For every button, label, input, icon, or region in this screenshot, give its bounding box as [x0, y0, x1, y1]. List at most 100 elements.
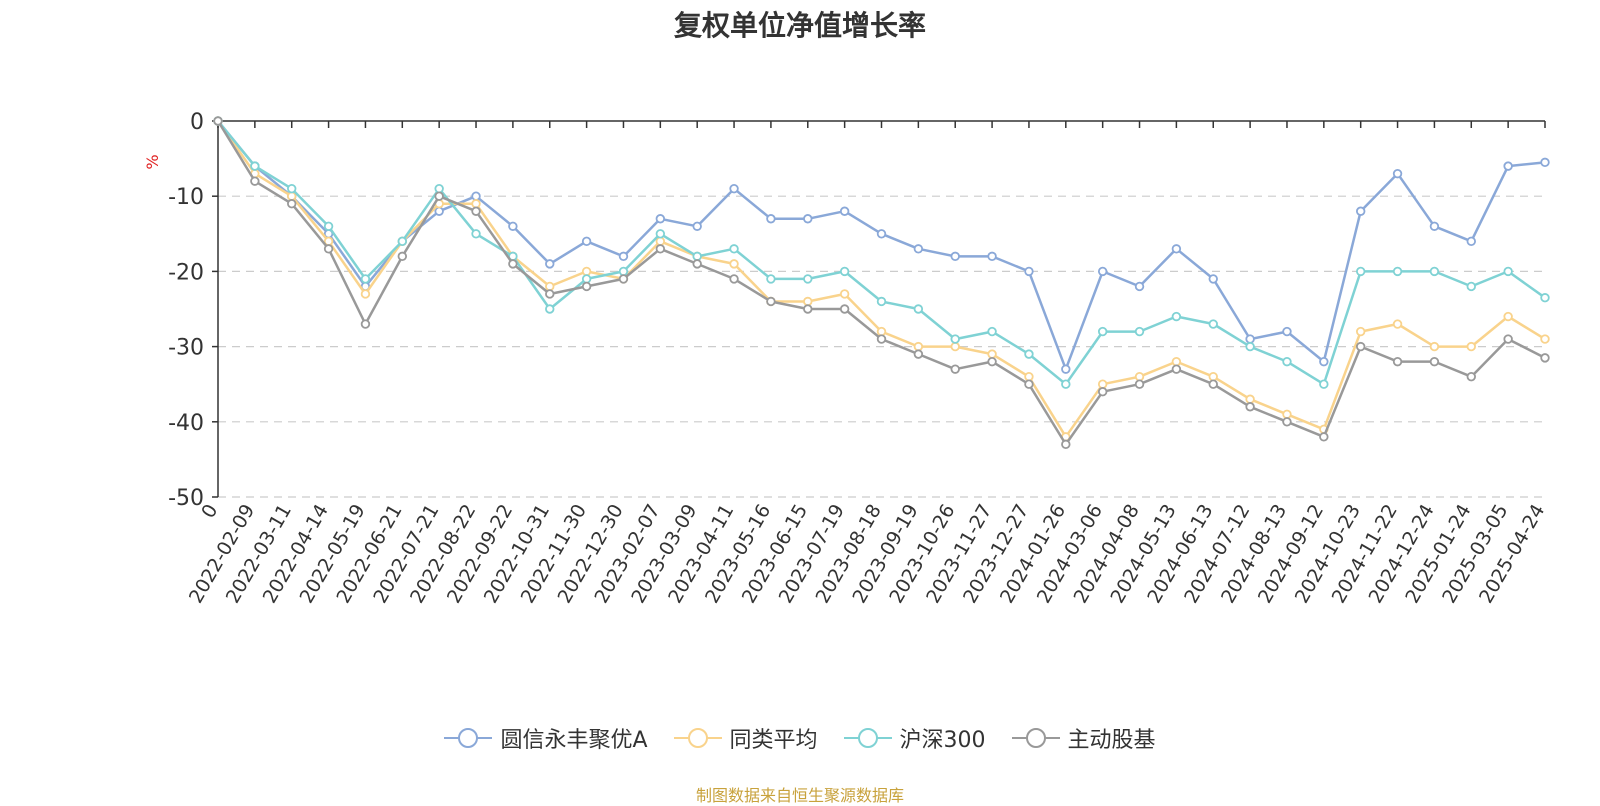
series-0-point-6	[434, 206, 444, 216]
series-3-point-14	[729, 274, 739, 284]
series-3-point-36	[1540, 353, 1550, 363]
y-tick-label-4: -40	[168, 411, 204, 436]
series-1-point-34	[1466, 341, 1476, 352]
series-0-point-8	[508, 221, 518, 231]
series-2-point-24	[1097, 326, 1108, 337]
series-1-point-10	[581, 266, 592, 277]
series-1-point-7	[471, 199, 481, 209]
series-3-point-18	[876, 334, 887, 344]
series-2-point-10	[581, 274, 592, 284]
series-2-point-33	[1429, 266, 1440, 277]
series-1-point-27	[1208, 371, 1218, 382]
legend-circle-icon	[444, 728, 493, 748]
series-0-point-27	[1208, 274, 1218, 284]
series-0-point-31	[1355, 206, 1366, 216]
series-line-2	[217, 120, 1546, 386]
series-3-point-33	[1429, 356, 1440, 367]
series-2-point-21	[987, 326, 997, 337]
series-2-point-7	[471, 229, 481, 239]
series-2-point-20	[950, 334, 960, 344]
series-0-point-20	[950, 251, 960, 262]
series-2-point-19	[913, 304, 924, 314]
series-3-point-16	[803, 304, 813, 314]
series-line-3	[216, 120, 1546, 446]
series-1-point-35	[1503, 311, 1513, 322]
series-0-point-10	[581, 236, 592, 247]
series-2-point-36	[1540, 293, 1550, 303]
series-3-point-11	[618, 274, 629, 284]
series-2-point-5	[397, 236, 408, 247]
series-3-point-20	[950, 364, 960, 374]
legend-item-2[interactable]: 沪深300	[843, 722, 986, 754]
series-3-point-21	[987, 356, 997, 367]
series-3-point-35	[1503, 334, 1513, 344]
axes: 0-10-20-30-40-5002022-02-092022-03-11202…	[168, 110, 1549, 607]
series-0-point-30	[1319, 356, 1329, 367]
series-0-point-15	[766, 214, 776, 224]
series-2-point-31	[1355, 266, 1366, 277]
series-0-point-11	[618, 251, 629, 262]
series-3-point-34	[1466, 371, 1476, 382]
legend-item-0[interactable]: 圆信永丰聚优A	[444, 722, 648, 754]
series-3-point-6	[434, 191, 444, 201]
series-2-point-2	[287, 183, 297, 194]
y-tick-label-3: -30	[168, 336, 204, 361]
series-0-point-28	[1245, 334, 1255, 344]
series-3-point-13	[692, 259, 702, 269]
series-0-point-34	[1466, 236, 1476, 247]
series-2-point-4	[360, 274, 371, 284]
series-2-point-1	[250, 161, 260, 171]
grid-lines	[218, 195, 1545, 498]
series-0-point-24	[1097, 266, 1108, 277]
series-0-point-12	[655, 214, 666, 224]
series-3-point-26	[1171, 364, 1182, 374]
series-0-point-18	[876, 229, 887, 239]
series-3-point-30	[1319, 432, 1329, 442]
series-2-point-3	[323, 221, 334, 231]
series-0-point-25	[1134, 281, 1145, 292]
series-0-point-9	[545, 259, 555, 269]
legend-item-1[interactable]: 同类平均	[673, 722, 818, 754]
series-3-point-25	[1134, 379, 1145, 389]
series-3-point-28	[1245, 402, 1255, 412]
series-1-point-2	[287, 191, 297, 201]
series-1-point-16	[803, 296, 813, 307]
series-2-point-12	[655, 229, 666, 239]
y-tick-label-0: 0	[190, 110, 204, 135]
y-tick-label-1: -10	[168, 185, 204, 210]
legend-circle-icon	[843, 728, 892, 748]
series-2-point-28	[1245, 341, 1255, 352]
series-0-point-32	[1392, 168, 1403, 179]
series-2	[213, 116, 1550, 389]
series-2-point-32	[1392, 266, 1403, 277]
series-2-point-11	[618, 266, 629, 277]
series-0-point-7	[471, 191, 481, 201]
series-2-point-18	[876, 296, 887, 307]
series-3-point-19	[913, 349, 924, 359]
series-1-point-36	[1540, 334, 1550, 344]
series-3-point-15	[766, 296, 776, 307]
legend-item-3[interactable]: 主动股基	[1011, 722, 1156, 754]
series-1-point-4	[360, 289, 371, 299]
series-3-point-29	[1282, 417, 1292, 427]
series-0-point-16	[803, 214, 813, 224]
series-1-point-9	[545, 281, 555, 292]
legend: 圆信永丰聚优A 同类平均 沪深300 主动股基	[0, 722, 1600, 754]
series-0-point-22	[1024, 266, 1034, 277]
series-2-point-15	[766, 274, 776, 284]
series-1-point-25	[1134, 371, 1145, 382]
series-1-point-22	[1024, 371, 1034, 382]
chart-title: 复权单位净值增长率	[673, 9, 926, 42]
series-3-point-7	[471, 206, 481, 216]
series-2-point-9	[545, 304, 555, 314]
series-3-point-8	[508, 259, 518, 269]
series-1-point-17	[839, 289, 850, 299]
series-3-point-17	[839, 304, 850, 314]
series-3-point-9	[545, 289, 555, 299]
series-3-point-31	[1355, 341, 1366, 352]
legend-label: 沪深300	[899, 728, 986, 753]
series-1-point-33	[1429, 341, 1440, 352]
series-3-point-2	[287, 199, 297, 209]
series-1-point-24	[1097, 379, 1108, 389]
